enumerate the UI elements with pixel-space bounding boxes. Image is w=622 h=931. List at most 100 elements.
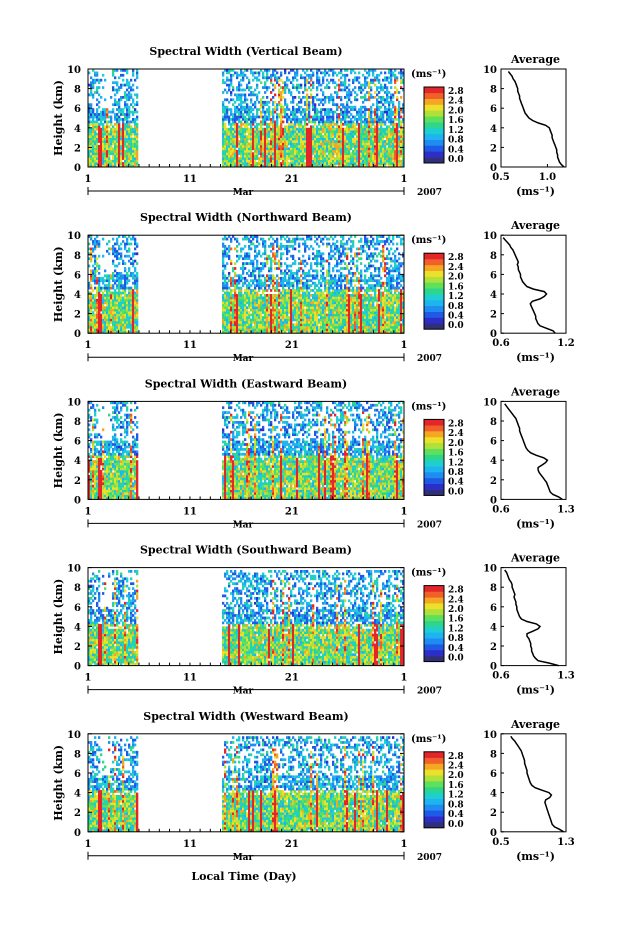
heatmap-cell: [314, 149, 317, 153]
heatmap-cell: [234, 306, 237, 310]
heatmap-cell: [288, 115, 291, 119]
heatmap-cell: [244, 301, 247, 305]
heatmap-cell: [228, 330, 231, 334]
heatmap-cell: [292, 86, 295, 89]
heatmap-cell: [266, 254, 269, 258]
heatmap-cell: [270, 130, 273, 134]
heatmap-cell: [364, 81, 367, 85]
heatmap-cell: [90, 308, 93, 312]
heatmap-cell: [240, 137, 243, 141]
heatmap-cell: [282, 162, 285, 165]
heatmap-cell: [240, 325, 243, 329]
heatmap-cell: [102, 127, 105, 131]
heatmap-cell: [272, 130, 275, 134]
heatmap-cell: [226, 71, 229, 75]
heatmap-cell: [368, 157, 371, 160]
heatmap-cell: [372, 71, 375, 75]
heatmap-cell: [288, 142, 291, 146]
heatmap-cell: [120, 286, 123, 290]
heatmap-cell: [252, 235, 255, 238]
heatmap-cell: [352, 125, 355, 129]
heatmap-cell: [402, 137, 405, 141]
heatmap-cell: [388, 125, 391, 129]
heatmap-cell: [378, 122, 381, 126]
heatmap-cell: [320, 135, 323, 138]
heatmap-cell: [94, 135, 97, 138]
heatmap-cell: [260, 125, 263, 129]
heatmap-cell: [270, 294, 273, 297]
heatmap-cell: [90, 316, 93, 319]
heatmap-cell: [276, 267, 279, 270]
heatmap-cell: [88, 257, 91, 261]
heatmap-cell: [268, 115, 271, 119]
heatmap-cell: [258, 296, 261, 300]
heatmap-cell: [396, 145, 399, 148]
heatmap-cell: [136, 303, 139, 307]
heatmap-cell: [114, 247, 117, 251]
heatmap-cell: [396, 127, 399, 131]
heatmap-cell: [386, 142, 389, 146]
heatmap-cell: [346, 147, 349, 151]
heatmap-cell: [270, 73, 273, 77]
heatmap-cell: [240, 147, 243, 151]
heatmap-cell: [342, 83, 345, 87]
heatmap-cell: [240, 71, 243, 75]
heatmap-cell: [94, 73, 97, 77]
heatmap-cell: [228, 323, 231, 327]
heatmap-cell: [260, 284, 263, 287]
heatmap-cell: [108, 274, 111, 278]
heatmap-cell: [292, 83, 295, 87]
heatmap-cell: [330, 157, 333, 160]
colorbar-tick-label: 0.4: [448, 145, 464, 155]
heatmap-cell: [400, 130, 403, 134]
heatmap-cell: [136, 308, 139, 312]
heatmap-cell: [96, 110, 99, 114]
heatmap-cell: [364, 127, 367, 131]
heatmap-cell: [120, 69, 123, 72]
heatmap-cell: [248, 135, 251, 138]
heatmap-cell: [260, 303, 263, 307]
heatmap-cell: [274, 301, 277, 305]
heatmap-cell: [234, 272, 237, 275]
heatmap-cell: [258, 281, 261, 285]
heatmap-cell: [258, 152, 261, 156]
heatmap-cell: [374, 113, 377, 116]
heatmap-cell: [134, 284, 137, 287]
heatmap-cell: [244, 115, 247, 119]
heatmap-cell: [384, 86, 387, 89]
heatmap-cell: [278, 330, 281, 334]
heatmap-cell: [114, 298, 117, 302]
heatmap-cell: [122, 132, 125, 136]
heatmap-cell: [124, 247, 127, 251]
heatmap-cell: [304, 78, 307, 82]
heatmap-cell: [120, 113, 123, 116]
heatmap-cell: [300, 147, 303, 151]
heatmap-cell: [292, 159, 295, 163]
heatmap-cell: [278, 301, 281, 305]
heatmap-cell: [266, 306, 269, 310]
heatmap-cell: [252, 78, 255, 82]
heatmap-cell: [374, 91, 377, 94]
heatmap-cell: [282, 321, 285, 324]
heatmap-cell: [236, 76, 239, 80]
heatmap-cell: [286, 157, 289, 160]
heatmap-cell: [378, 81, 381, 85]
heatmap-cell: [256, 93, 259, 97]
heatmap-cell: [222, 242, 225, 246]
heatmap-cell: [128, 235, 131, 238]
heatmap-cell: [90, 235, 93, 238]
colorbar-tick-label: 1.6: [448, 116, 464, 126]
heatmap-cell: [266, 284, 269, 287]
heatmap-cell: [298, 118, 301, 121]
heatmap-cell: [354, 115, 357, 119]
heatmap-cell: [222, 281, 225, 285]
heatmap-cell: [280, 93, 283, 97]
heatmap-cell: [100, 113, 103, 116]
heatmap-cell: [252, 142, 255, 146]
heatmap-cell: [94, 286, 97, 290]
heatmap-cell: [88, 162, 91, 165]
heatmap-cell: [234, 159, 237, 163]
heatmap-cell: [392, 71, 395, 75]
heatmap-cell: [124, 328, 127, 332]
heatmap-cell: [264, 135, 267, 138]
